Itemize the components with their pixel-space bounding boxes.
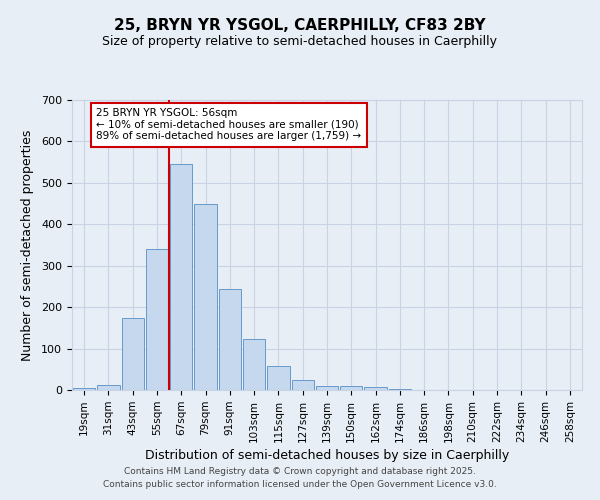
Text: Contains public sector information licensed under the Open Government Licence v3: Contains public sector information licen…: [103, 480, 497, 489]
Bar: [122, 318, 144, 390]
Bar: [194, 204, 217, 390]
Bar: [243, 338, 265, 390]
Text: 25, BRYN YR YSGOL, CAERPHILLY, CF83 2BY: 25, BRYN YR YSGOL, CAERPHILLY, CF83 2BY: [114, 18, 486, 32]
Text: Size of property relative to semi-detached houses in Caerphilly: Size of property relative to semi-detach…: [103, 35, 497, 48]
Bar: [218, 288, 241, 390]
Bar: [316, 386, 338, 390]
X-axis label: Distribution of semi-detached houses by size in Caerphilly: Distribution of semi-detached houses by …: [145, 449, 509, 462]
Bar: [389, 389, 411, 390]
Text: Contains HM Land Registry data © Crown copyright and database right 2025.: Contains HM Land Registry data © Crown c…: [124, 467, 476, 476]
Bar: [364, 387, 387, 390]
Y-axis label: Number of semi-detached properties: Number of semi-detached properties: [21, 130, 34, 360]
Bar: [97, 385, 119, 390]
Text: 25 BRYN YR YSGOL: 56sqm
← 10% of semi-detached houses are smaller (190)
89% of s: 25 BRYN YR YSGOL: 56sqm ← 10% of semi-de…: [96, 108, 361, 142]
Bar: [73, 388, 95, 390]
Bar: [292, 380, 314, 390]
Bar: [267, 366, 290, 390]
Bar: [146, 249, 168, 390]
Bar: [170, 164, 193, 390]
Bar: [340, 386, 362, 390]
